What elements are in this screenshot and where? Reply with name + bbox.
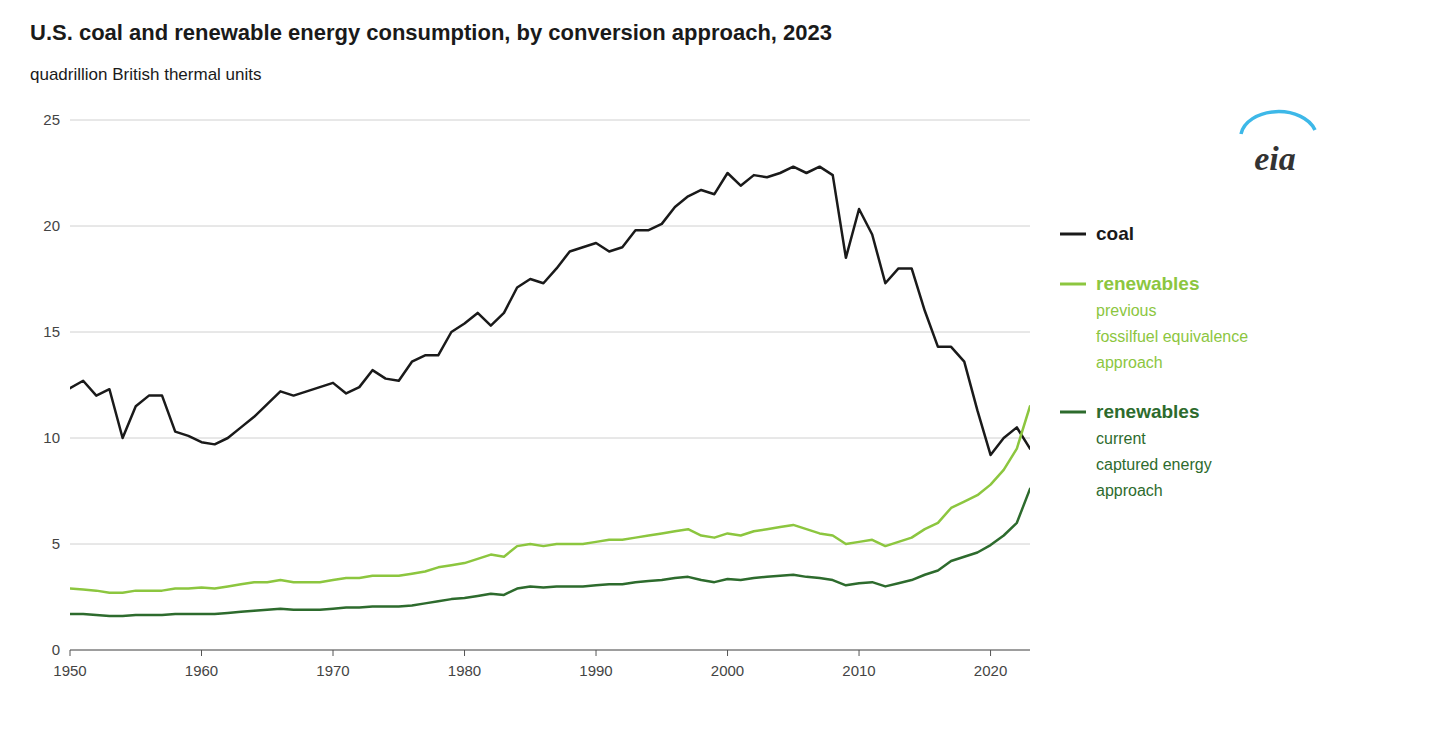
legend-swatch — [1060, 411, 1086, 414]
x-tick-label: 2000 — [711, 662, 744, 679]
grid-line — [70, 226, 1030, 227]
legend-note: approach — [1096, 354, 1163, 371]
legend-note: captured energy — [1096, 456, 1212, 473]
logo: eia — [1241, 112, 1315, 177]
subtitle: quadrillion British thermal units — [30, 65, 262, 84]
x-tick — [70, 650, 71, 656]
legend-note: current — [1096, 430, 1146, 447]
lines — [70, 167, 1030, 616]
grid-line — [70, 332, 1030, 333]
x-tick — [201, 650, 202, 656]
legend-swatch — [1060, 233, 1086, 236]
grid-line — [70, 438, 1030, 439]
legend-entry: renewables previous fossilfuel equivalence… — [1060, 273, 1248, 371]
legend-swatch — [1060, 283, 1086, 286]
legend-label: renewables — [1096, 273, 1200, 294]
series-line — [70, 406, 1030, 593]
grid-line — [70, 650, 1030, 651]
legend-label: coal — [1096, 223, 1134, 244]
legend-entry: coal — [1060, 223, 1134, 244]
x-tick — [859, 650, 860, 656]
y-tick-label: 0 — [52, 641, 60, 658]
y-tick-label: 25 — [43, 111, 60, 128]
x-axis-line — [70, 649, 1030, 650]
y-tick-label: 15 — [43, 323, 60, 340]
logo-arc — [1241, 112, 1315, 134]
x-tick-label: 2020 — [974, 662, 1007, 679]
logo-text: eia — [1254, 140, 1296, 177]
legend-note: approach — [1096, 482, 1163, 499]
y-tick-label: 5 — [52, 535, 60, 552]
x-tick-label: 1990 — [579, 662, 612, 679]
x-tick — [333, 650, 334, 656]
axes: 0 5 10 15 20 25 1950 1960 1970 1980 1990 2000 2010 20… — [43, 111, 1030, 679]
x-tick-label: 1960 — [185, 662, 218, 679]
legend-entry: renewables current captured energy approach — [1060, 401, 1212, 499]
x-tick — [990, 650, 991, 656]
x-tick-label: 2010 — [842, 662, 875, 679]
legend: coal renewables previous fossilfuel equival… — [1060, 223, 1248, 499]
x-tick — [464, 650, 465, 656]
x-tick — [596, 650, 597, 656]
y-tick-label: 10 — [43, 429, 60, 446]
title: U.S. coal and renewable energy consumpti… — [30, 20, 832, 45]
x-tick-label: 1980 — [448, 662, 481, 679]
legend-note: fossilfuel equivalence — [1096, 328, 1248, 345]
chart: U.S. coal and renewable energy consumpti… — [0, 0, 1456, 729]
series-line — [70, 489, 1030, 616]
legend-note: previous — [1096, 302, 1156, 319]
y-tick-label: 20 — [43, 217, 60, 234]
x-tick — [727, 650, 728, 656]
series-line — [70, 167, 1030, 455]
x-tick-label: 1950 — [53, 662, 86, 679]
x-tick-label: 1970 — [316, 662, 349, 679]
legend-label: renewables — [1096, 401, 1200, 422]
grid-line — [70, 120, 1030, 121]
